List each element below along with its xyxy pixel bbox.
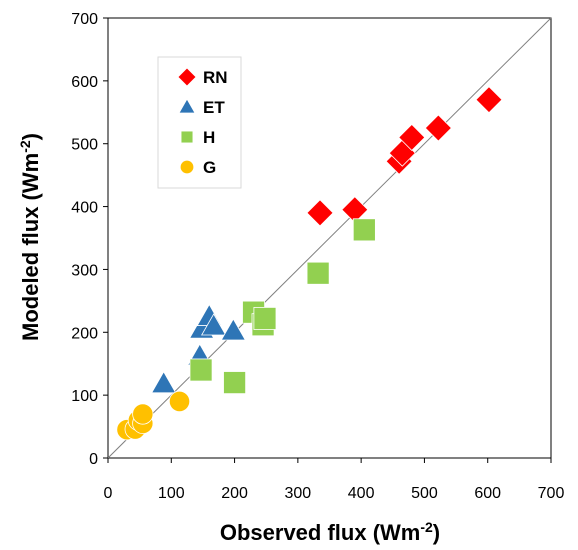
- data-point-rn: [398, 123, 426, 151]
- y-tick-label: 0: [89, 451, 98, 468]
- y-tick-label: 200: [71, 325, 98, 342]
- y-tick-label: 100: [71, 388, 98, 405]
- y-tick-label: 500: [71, 137, 98, 154]
- legend-marker-h: [180, 130, 194, 144]
- x-tick-label: 0: [104, 485, 113, 502]
- legend-label-g: G: [203, 158, 216, 177]
- data-point-g: [132, 403, 154, 425]
- y-tick-label: 300: [71, 262, 98, 279]
- plot-area: [107, 17, 552, 459]
- data-point-et: [151, 371, 177, 394]
- data-point-et: [220, 318, 246, 341]
- legend-marker-rn: [177, 67, 197, 87]
- data-point-h: [223, 371, 247, 395]
- series-rn: [306, 86, 503, 227]
- x-tick-label: 700: [538, 485, 565, 502]
- data-point-h: [306, 261, 330, 285]
- legend-box: [157, 56, 242, 189]
- legend-label-h: H: [203, 128, 215, 147]
- x-tick-label: 500: [411, 485, 438, 502]
- legend-label-et: ET: [203, 98, 225, 117]
- x-tick-label: 100: [158, 485, 185, 502]
- data-points: [116, 86, 503, 441]
- legend: RN ET HG: [157, 56, 242, 189]
- x-tick-label: 600: [474, 485, 501, 502]
- x-tick-label: 400: [348, 485, 375, 502]
- data-point-rn: [475, 86, 503, 114]
- one-to-one-line: [107, 17, 552, 459]
- data-point-rn: [424, 114, 452, 142]
- y-tick-label: 600: [71, 74, 98, 91]
- data-point-h: [189, 358, 213, 382]
- data-point-rn: [306, 199, 334, 227]
- plot-frame: [107, 17, 552, 459]
- data-point-et: [200, 313, 227, 336]
- legend-marker-et: [178, 98, 196, 114]
- x-tick-label: 200: [221, 485, 248, 502]
- series-g: [116, 390, 191, 441]
- data-point-h: [352, 218, 376, 242]
- series-h: [189, 218, 376, 395]
- x-tick-label: 300: [285, 485, 312, 502]
- y-axis-title: Modeled flux (Wm-2): [17, 133, 43, 341]
- data-point-g: [168, 390, 191, 413]
- y-tick-label: 700: [71, 11, 98, 28]
- legend-label-rn: RN: [203, 68, 228, 87]
- x-axis-title: Observed flux (Wm-2): [220, 519, 440, 545]
- data-point-h: [253, 307, 277, 330]
- legend-marker-g: [179, 159, 195, 175]
- y-tick-label: 400: [71, 200, 98, 217]
- axis-ticks: 0 100 200 300 400 500 600 700 0 100 200 300 400 500 60…: [71, 11, 564, 502]
